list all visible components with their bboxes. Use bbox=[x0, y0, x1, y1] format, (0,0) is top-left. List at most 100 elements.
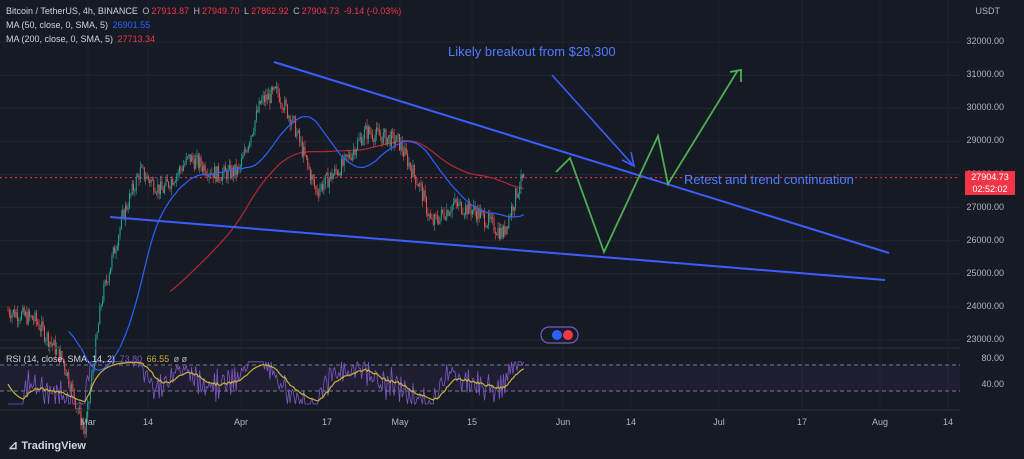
candle-body bbox=[250, 135, 252, 144]
candle-body bbox=[385, 129, 387, 145]
candle-body bbox=[497, 228, 499, 236]
candle-body bbox=[135, 176, 137, 191]
candle-body bbox=[459, 201, 461, 203]
candle-body bbox=[436, 215, 438, 222]
candle-body bbox=[99, 306, 101, 325]
candle-body bbox=[170, 179, 172, 189]
candle-body bbox=[367, 127, 369, 139]
high-value: 27949.70 bbox=[201, 6, 240, 16]
candle-body bbox=[143, 167, 145, 180]
candle-body bbox=[399, 134, 400, 151]
candle-body bbox=[204, 165, 206, 175]
candle-body bbox=[318, 193, 319, 196]
candle-body bbox=[351, 153, 353, 161]
candle-body bbox=[308, 164, 310, 169]
candle-body bbox=[169, 187, 171, 189]
ma200-legend[interactable]: MA (200, close, 0, SMA, 5) 27713.34 bbox=[6, 34, 157, 44]
candle-body bbox=[477, 207, 479, 220]
candle-body bbox=[311, 174, 313, 181]
low-value: 27862.92 bbox=[251, 6, 289, 16]
candle-body bbox=[389, 135, 391, 147]
currency-label: USDT bbox=[975, 6, 1001, 16]
ma50-legend[interactable]: MA (50, close, 0, SMA, 5) 26901.55 bbox=[6, 20, 152, 30]
candle-body bbox=[129, 193, 130, 208]
candle-body bbox=[361, 137, 363, 146]
candle-body bbox=[224, 166, 226, 171]
candle-body bbox=[520, 174, 522, 188]
candle-body bbox=[61, 350, 63, 359]
candle-body bbox=[411, 168, 413, 178]
candle-body bbox=[365, 125, 367, 130]
candle-body bbox=[253, 131, 255, 135]
ma200-value: 27713.34 bbox=[117, 34, 156, 44]
rsi-tail: ø ø bbox=[173, 354, 188, 364]
candle-body bbox=[172, 179, 174, 185]
x-tick-label: 15 bbox=[466, 417, 478, 427]
candle-body bbox=[68, 372, 70, 386]
candle-body bbox=[161, 181, 163, 190]
candle-body bbox=[432, 219, 434, 225]
candle-body bbox=[409, 162, 411, 169]
candle-body bbox=[320, 184, 322, 189]
candle-body bbox=[272, 87, 274, 90]
candle-body bbox=[322, 184, 324, 191]
candle-body bbox=[18, 320, 20, 322]
candle-body bbox=[220, 180, 222, 182]
y-tick-label: 25000.00 bbox=[966, 267, 1004, 278]
candle-body bbox=[473, 205, 475, 211]
candle-body bbox=[258, 100, 260, 112]
candle-body bbox=[97, 324, 99, 333]
candle-body bbox=[21, 312, 22, 320]
open-value: 27913.87 bbox=[151, 6, 189, 16]
candle-body bbox=[521, 174, 523, 178]
candle-body bbox=[359, 137, 361, 139]
candle-body bbox=[394, 141, 396, 145]
tradingview-logo[interactable]: ⊿ TradingView bbox=[8, 438, 86, 452]
candle-body bbox=[508, 216, 510, 229]
candle-body bbox=[353, 149, 355, 154]
candle-body bbox=[357, 140, 359, 150]
candle-body bbox=[349, 154, 351, 158]
candle-body bbox=[328, 178, 330, 188]
candle-body bbox=[41, 321, 43, 332]
rsi-value-2: 66.55 bbox=[146, 354, 170, 364]
candle-body bbox=[345, 154, 346, 156]
y-tick-label: 24000.00 bbox=[966, 300, 1004, 311]
candle-body bbox=[147, 175, 149, 180]
candle-body bbox=[458, 202, 460, 207]
candle-body bbox=[319, 188, 321, 196]
candle-body bbox=[110, 267, 112, 275]
x-tick-label: Mar bbox=[80, 417, 96, 427]
rsi-value-1: 73.80 bbox=[119, 354, 143, 364]
candle-body bbox=[519, 187, 521, 194]
candle-body bbox=[388, 135, 390, 138]
rsi-legend[interactable]: RSI (14, close, SMA, 14, 2) 73.80 66.55 … bbox=[6, 354, 189, 364]
candle-body bbox=[83, 423, 85, 429]
candle-body bbox=[278, 93, 280, 103]
candle-body bbox=[127, 207, 129, 210]
candle-body bbox=[500, 227, 502, 239]
candle-body bbox=[131, 183, 133, 194]
candle-body bbox=[123, 209, 125, 220]
candle-body bbox=[246, 150, 248, 152]
candle-body bbox=[424, 190, 426, 198]
candle-body bbox=[269, 93, 271, 104]
candle-body bbox=[107, 281, 109, 283]
candle-body bbox=[469, 201, 471, 210]
candle-body bbox=[513, 207, 515, 211]
candle-body bbox=[237, 167, 238, 175]
candle-body bbox=[289, 116, 291, 126]
candle-body bbox=[227, 168, 229, 180]
candle-body bbox=[397, 134, 399, 136]
candle-body bbox=[404, 147, 406, 156]
candle-body bbox=[195, 158, 197, 169]
candle-body bbox=[515, 188, 517, 208]
candle-body bbox=[43, 327, 45, 341]
candle-body bbox=[466, 205, 468, 215]
candle-body bbox=[274, 86, 276, 89]
candle-body bbox=[124, 205, 126, 220]
candle-body bbox=[81, 423, 83, 426]
candle-body bbox=[400, 141, 402, 151]
symbol-legend: Bitcoin / TetherUS, 4h, BINANCE O 27913.8… bbox=[6, 6, 403, 16]
